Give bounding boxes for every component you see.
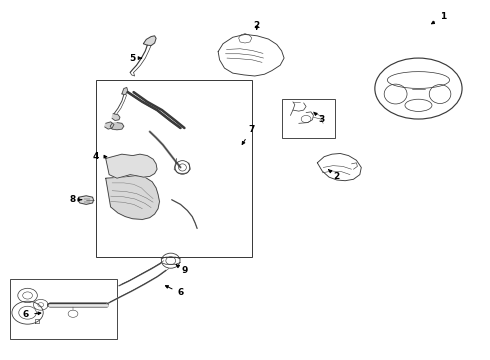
Polygon shape bbox=[106, 176, 159, 220]
Bar bbox=[96, 80, 252, 257]
Text: 7: 7 bbox=[242, 125, 254, 144]
Text: 2: 2 bbox=[329, 170, 340, 181]
Polygon shape bbox=[78, 196, 94, 204]
Text: 4: 4 bbox=[93, 152, 107, 161]
Polygon shape bbox=[106, 154, 157, 178]
Text: 6: 6 bbox=[166, 285, 184, 297]
Text: 3: 3 bbox=[314, 112, 325, 123]
Polygon shape bbox=[110, 123, 124, 130]
Text: 1: 1 bbox=[432, 12, 446, 24]
Text: 5: 5 bbox=[129, 54, 142, 63]
Text: 2: 2 bbox=[254, 21, 260, 30]
Polygon shape bbox=[122, 87, 128, 95]
Bar bbox=[10, 279, 117, 338]
Text: 9: 9 bbox=[176, 265, 188, 275]
Bar bbox=[282, 99, 335, 138]
Polygon shape bbox=[144, 36, 156, 45]
Text: 6: 6 bbox=[23, 310, 41, 319]
Text: 8: 8 bbox=[70, 195, 82, 204]
Polygon shape bbox=[105, 122, 114, 129]
Polygon shape bbox=[112, 114, 120, 121]
